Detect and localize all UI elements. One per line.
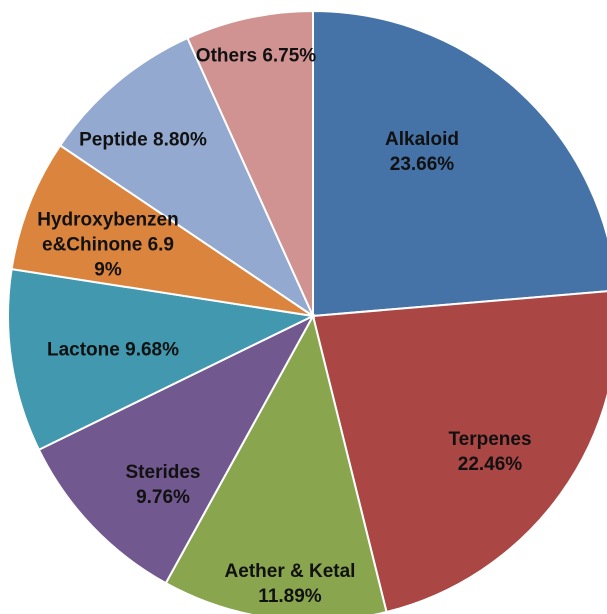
pie-slice	[186, 9, 314, 317]
category-name: Hydroxybenzene&Chinone	[37, 209, 179, 256]
slice-label: Peptide 8.80%	[43, 128, 243, 153]
value-label: 11.89%	[258, 586, 322, 607]
category-name: Others	[195, 45, 258, 67]
category-name: Terpenes	[448, 429, 532, 450]
slice-label: Alkaloid 23.66%	[367, 127, 477, 177]
slice-label: Lactone 9.68%	[13, 338, 213, 363]
value-label: 9.76%	[136, 487, 190, 508]
slice-label: Sterides 9.76%	[113, 460, 213, 510]
slice-label: Hydroxybenzene&Chinone 6.99%	[37, 208, 179, 283]
pie-slice	[7, 267, 317, 452]
category-name: Alkaloid	[385, 129, 459, 150]
value-label: 22.46%	[457, 454, 523, 475]
value-label: 9.68%	[125, 339, 179, 361]
pie-slice	[311, 290, 607, 614]
pie-slice	[58, 36, 316, 319]
pie-slice	[164, 313, 388, 614]
category-name: Sterides	[125, 462, 201, 483]
pie-slice	[10, 143, 314, 317]
slice-label: Terpenes 22.46%	[435, 427, 545, 477]
slice-label: Aether & Ketal 11.89%	[223, 559, 358, 609]
category-name: Aether & Ketal	[224, 561, 356, 582]
value-label: 23.66%	[389, 154, 455, 175]
category-name: Peptide	[79, 129, 148, 151]
value-label: 8.80%	[153, 129, 207, 151]
pie-slice	[37, 313, 316, 585]
value-label: 6.99%	[94, 234, 174, 281]
slice-label: Others 6.75%	[156, 44, 356, 69]
category-name: Lactone	[46, 339, 120, 361]
value-label: 6.75%	[262, 45, 317, 67]
